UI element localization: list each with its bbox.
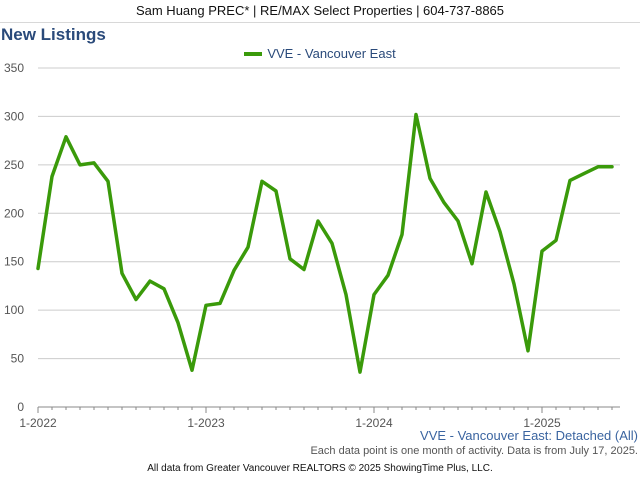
series-line-0 (36, 112, 614, 374)
y-tick-label-0: 0 (17, 400, 24, 414)
data-point[interactable] (50, 174, 55, 179)
data-point[interactable] (36, 266, 41, 271)
data-point[interactable] (344, 292, 349, 297)
x-tick-label-1-2023: 1-2023 (187, 416, 225, 430)
data-point[interactable] (92, 160, 97, 165)
data-point[interactable] (106, 179, 111, 184)
data-point[interactable] (442, 200, 447, 205)
data-point[interactable] (162, 286, 167, 291)
legend-swatch (244, 51, 263, 56)
data-point[interactable] (288, 256, 293, 261)
data-point[interactable] (260, 179, 265, 184)
data-point[interactable] (596, 164, 601, 169)
data-point[interactable] (190, 368, 195, 373)
y-tick-label-150: 150 (4, 255, 24, 269)
data-point[interactable] (316, 219, 321, 224)
data-point[interactable] (610, 164, 615, 169)
data-point[interactable] (232, 268, 237, 273)
header-bar: Sam Huang PREC* | RE/MAX Select Properti… (0, 0, 640, 23)
data-point[interactable] (582, 171, 587, 176)
x-tick-label-1-2025: 1-2025 (523, 416, 561, 430)
data-note: Each data point is one month of activity… (310, 445, 638, 457)
data-point[interactable] (428, 176, 433, 181)
chart-caption: VVE - Vancouver East: Detached (All) (420, 428, 638, 443)
data-point[interactable] (470, 261, 475, 266)
y-tick-label-250: 250 (4, 158, 24, 172)
grid-lines (38, 67, 620, 408)
x-axis: 1-2022 1-2023 1-2024 1-2025 (19, 407, 613, 430)
data-point[interactable] (246, 245, 251, 250)
y-tick-label-200: 200 (4, 206, 24, 220)
data-point[interactable] (484, 189, 489, 194)
data-point[interactable] (456, 219, 461, 224)
data-point[interactable] (358, 370, 363, 375)
legend[interactable]: VVE - Vancouver East (0, 46, 640, 61)
footer: All data from Greater Vancouver REALTORS… (147, 463, 493, 474)
series-group (36, 112, 615, 375)
data-point[interactable] (176, 320, 181, 325)
data-point[interactable] (330, 241, 335, 246)
y-tick-label-50: 50 (11, 352, 25, 366)
x-tick-label-1-2022: 1-2022 (19, 416, 57, 430)
data-point[interactable] (568, 178, 573, 183)
data-point[interactable] (414, 112, 419, 117)
data-point[interactable] (302, 267, 307, 272)
data-point[interactable] (218, 301, 223, 306)
data-point[interactable] (400, 232, 405, 237)
data-point[interactable] (512, 281, 517, 286)
legend-label: VVE - Vancouver East (267, 46, 396, 61)
data-point[interactable] (526, 348, 531, 353)
y-tick-label-100: 100 (4, 303, 24, 317)
y-tick-label-300: 300 (4, 109, 24, 123)
data-point[interactable] (148, 279, 153, 284)
chart-title: New Listings (1, 25, 106, 44)
header-text: Sam Huang PREC* | RE/MAX Select Properti… (135, 3, 505, 18)
data-point[interactable] (120, 271, 125, 276)
data-point[interactable] (64, 134, 69, 139)
data-point[interactable] (274, 189, 279, 194)
data-point[interactable] (498, 229, 503, 234)
data-point[interactable] (78, 162, 83, 167)
data-point[interactable] (386, 273, 391, 278)
data-point[interactable] (204, 303, 209, 308)
data-point[interactable] (372, 292, 377, 297)
x-tick-label-1-2024: 1-2024 (355, 416, 393, 430)
data-point[interactable] (540, 249, 545, 254)
y-axis-labels: 0 50 100 150 200 250 300 350 (4, 61, 24, 414)
data-point[interactable] (554, 238, 559, 243)
data-point[interactable] (134, 297, 139, 302)
y-tick-label-350: 350 (4, 61, 24, 75)
